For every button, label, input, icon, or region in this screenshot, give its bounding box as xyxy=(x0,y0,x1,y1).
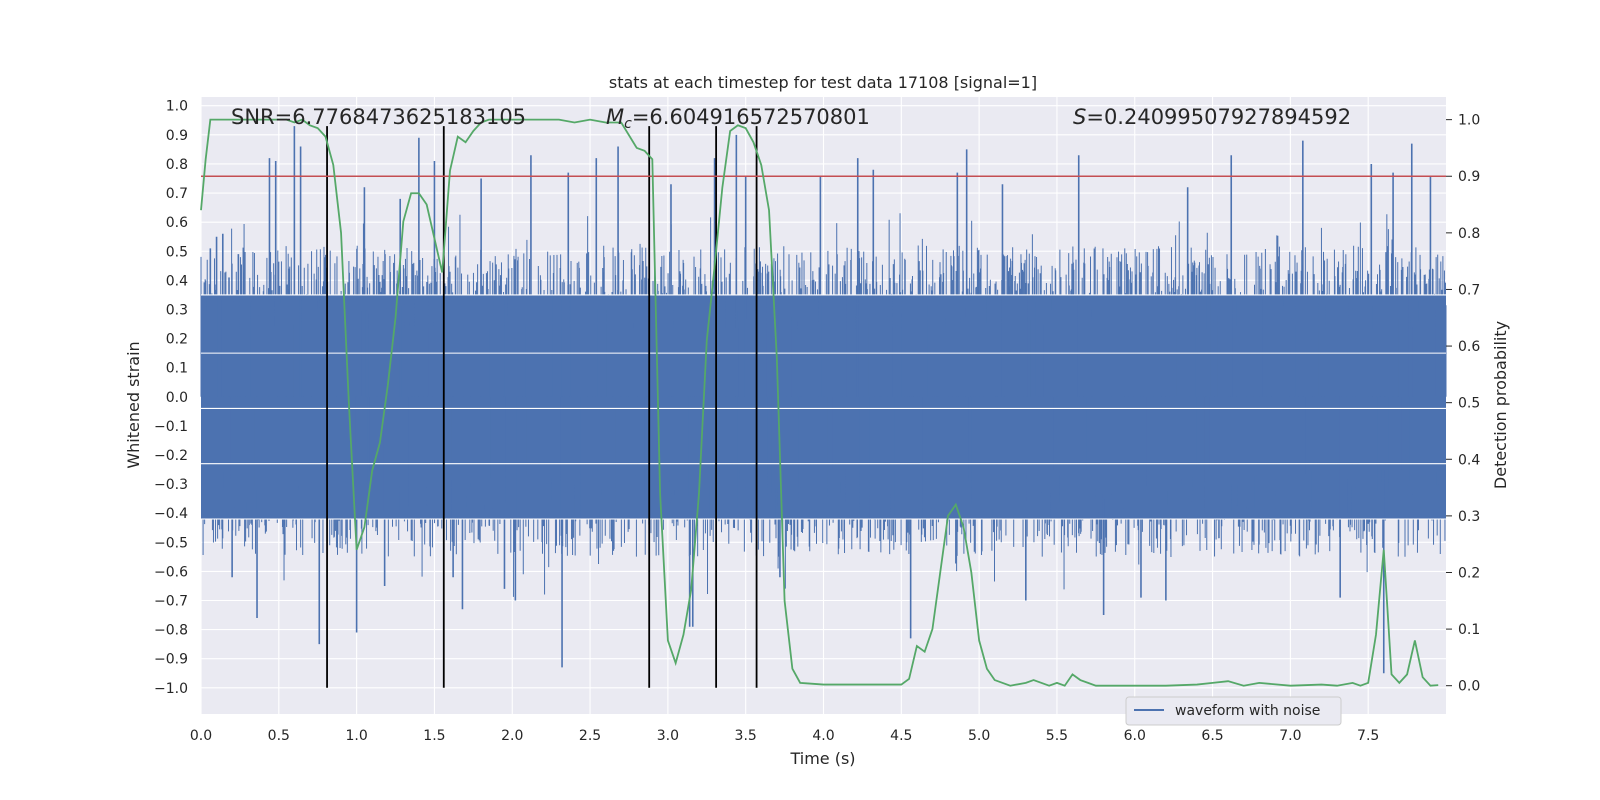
x-axis-ticks: 0.0 0.5 1.0 1.5 2.0 2.5 3.0 3.5 4.0 4.5 5.0 5.5 6.0 6… xyxy=(190,728,1379,744)
y-left-tick-label: 0.7 xyxy=(166,186,188,202)
x-tick-label: 1.5 xyxy=(423,728,445,744)
y-right-tick-label: 1.0 xyxy=(1458,113,1480,129)
y-left-tick-label: −0.9 xyxy=(154,652,188,668)
x-tick-label: 7.5 xyxy=(1357,728,1379,744)
x-tick-label: 0.0 xyxy=(190,728,212,744)
x-tick-label: 3.5 xyxy=(735,728,757,744)
y-left-tick-label: 0.5 xyxy=(166,244,188,260)
y-right-tick-label: 0.3 xyxy=(1458,509,1480,525)
y-left-tick-label: 1.0 xyxy=(166,99,188,115)
y-left-tick-label: −0.4 xyxy=(154,506,188,522)
y-left-tick-label: 0.3 xyxy=(166,302,188,318)
chart-title: stats at each timestep for test data 171… xyxy=(609,73,1037,92)
y-right-tick-label: 0.0 xyxy=(1458,679,1480,695)
y-right-tick-label: 0.9 xyxy=(1458,169,1480,185)
y-axis-right-ticks: 1.0 0.9 0.8 0.7 0.6 0.5 0.4 0.3 0.2 0.1 0.0 xyxy=(1446,113,1480,695)
probability-line xyxy=(200,118,1439,687)
x-tick-label: 6.5 xyxy=(1201,728,1223,744)
y-left-tick-label: 0.9 xyxy=(166,128,188,144)
x-tick-label: 2.5 xyxy=(579,728,601,744)
x-axis-label: Time (s) xyxy=(789,749,855,768)
y-left-tick-label: 0.1 xyxy=(166,361,188,377)
waveform-series xyxy=(200,126,1447,674)
x-tick-label: 0.5 xyxy=(268,728,290,744)
y-left-tick-label: 0.8 xyxy=(166,157,188,173)
y-left-tick-label: 0.2 xyxy=(166,332,188,348)
legend: waveform with noise xyxy=(1125,696,1342,726)
legend-box xyxy=(1125,696,1342,726)
s-annotation: S=0.24099507927894592 xyxy=(1073,105,1351,129)
x-tick-label: 3.0 xyxy=(657,728,679,744)
y-left-tick-label: −0.1 xyxy=(154,419,188,435)
y-left-tick-label: −0.6 xyxy=(154,564,188,580)
y-right-tick-label: 0.2 xyxy=(1458,565,1480,581)
x-tick-label: 5.0 xyxy=(968,728,990,744)
y-left-tick-label: 0.6 xyxy=(166,215,188,231)
x-tick-label: 4.0 xyxy=(812,728,834,744)
y-left-tick-label: −0.2 xyxy=(154,448,188,464)
x-tick-label: 5.5 xyxy=(1046,728,1068,744)
y-left-tick-label: 0.4 xyxy=(166,273,188,289)
y-right-tick-label: 0.6 xyxy=(1458,339,1480,355)
y-left-tick-label: −0.3 xyxy=(154,477,188,493)
y-left-tick-label: −0.5 xyxy=(154,535,188,551)
y-right-tick-label: 0.7 xyxy=(1458,282,1480,298)
x-tick-label: 7.0 xyxy=(1279,728,1301,744)
y-left-tick-label: −0.7 xyxy=(154,593,188,609)
x-tick-label: 2.0 xyxy=(501,728,523,744)
snr-annotation: SNR=6.7768473625183105 xyxy=(231,105,526,129)
y-right-tick-label: 0.4 xyxy=(1458,452,1480,468)
y-axis-right-label: Detection probability xyxy=(1491,321,1510,489)
y-axis-left-ticks: 1.0 0.9 0.8 0.7 0.6 0.5 0.4 0.3 0.2 0.1 0.0 −0.1 −0.… xyxy=(154,99,188,697)
chirp-mass-annotation: Mc=6.604916572570801 xyxy=(606,105,870,132)
x-tick-label: 6.0 xyxy=(1124,728,1146,744)
legend-label: waveform with noise xyxy=(1175,703,1320,719)
x-tick-label: 1.0 xyxy=(345,728,367,744)
x-tick-label: 4.5 xyxy=(890,728,912,744)
waveform-noise xyxy=(200,213,1447,597)
y-left-tick-label: 0.0 xyxy=(166,390,188,406)
y-axis-left-label: Whitened strain xyxy=(124,341,143,468)
event-markers xyxy=(326,126,758,688)
y-right-tick-label: 0.1 xyxy=(1458,622,1480,638)
y-left-tick-label: −0.8 xyxy=(154,623,188,639)
y-right-tick-label: 0.8 xyxy=(1458,226,1480,242)
y-left-tick-label: −1.0 xyxy=(154,681,188,697)
y-right-tick-label: 0.5 xyxy=(1458,396,1480,412)
